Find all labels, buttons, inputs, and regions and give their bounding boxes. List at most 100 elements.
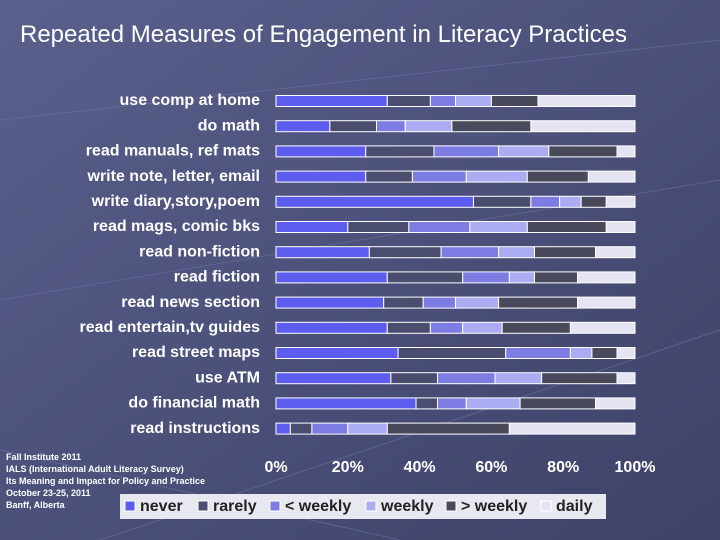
bar-segment: [275, 246, 370, 259]
legend-swatch: [269, 500, 281, 512]
category-label: read street maps: [132, 344, 260, 361]
bar-segment: [411, 170, 467, 183]
bar-segment: [455, 95, 492, 107]
bar-segment: [415, 397, 439, 410]
bar-segment: [616, 372, 636, 385]
bar-segment: [462, 271, 510, 284]
category-label: read non-fiction: [139, 243, 260, 260]
bar-segment: [526, 170, 589, 183]
bar-segment: [275, 145, 367, 158]
bar-segment: [289, 422, 313, 435]
bar-segment: [408, 221, 471, 233]
bar-segment: [537, 95, 636, 107]
legend-swatch: [540, 500, 552, 512]
legend-label: < weekly: [285, 498, 351, 515]
x-tick-label: 60%: [475, 459, 507, 476]
bar-segment: [526, 221, 607, 233]
bar-segment: [569, 347, 593, 359]
bar-segment: [595, 246, 636, 259]
category-label: read news section: [121, 294, 260, 311]
bar-segment: [595, 397, 636, 410]
legend-label: weekly: [380, 498, 434, 515]
bar-segment: [559, 195, 582, 208]
category-label: do financial math: [128, 395, 260, 412]
bar-segment: [616, 145, 636, 158]
legend-label: rarely: [213, 498, 257, 515]
bar-segment: [275, 347, 399, 359]
bar-segment: [365, 145, 435, 158]
bar-segment: [508, 271, 535, 284]
bar-segment: [498, 145, 550, 158]
note: October 23-25, 2011: [6, 488, 91, 498]
bar-segment: [533, 246, 597, 259]
bar-segment: [591, 347, 618, 359]
bar-segment: [347, 422, 388, 435]
bar-segment: [275, 397, 417, 410]
category-label: use comp at home: [120, 92, 261, 109]
bar-segment: [577, 296, 636, 309]
bar-segment: [605, 221, 636, 233]
bar-segment: [440, 246, 500, 259]
bar-segment: [501, 321, 571, 334]
bar-segment: [505, 347, 571, 359]
bar-segment: [383, 296, 424, 309]
legend-box: [120, 494, 606, 519]
legend-swatch: [445, 500, 457, 512]
bar-segment: [508, 422, 636, 435]
bar-segment: [275, 95, 388, 107]
category-label: use ATM: [195, 369, 260, 386]
category-label: read instructions: [130, 420, 260, 437]
bar-segment: [275, 170, 367, 183]
bar-segment: [386, 271, 464, 284]
bar-segment: [577, 271, 636, 284]
legend-label: daily: [556, 498, 593, 515]
bar-segment: [433, 145, 500, 158]
note: IALS (International Adult Literacy Surve…: [6, 464, 184, 474]
note: Banff, Alberta: [6, 500, 66, 510]
category-label: write diary,story,poem: [91, 193, 260, 210]
note: Fall Institute 2011: [6, 452, 81, 462]
bar-segment: [494, 372, 543, 385]
legend-label: > weekly: [461, 498, 527, 515]
x-tick-label: 100%: [615, 459, 656, 476]
category-label: write note, letter, email: [87, 168, 261, 185]
bar-segment: [386, 95, 431, 107]
bar-segment: [329, 120, 378, 133]
bar-segment: [455, 296, 500, 309]
bar-segment: [541, 372, 618, 385]
category-label: read manuals, ref mats: [86, 143, 260, 160]
bar-segment: [548, 145, 618, 158]
bar-segment: [275, 271, 388, 284]
bar-segment: [519, 397, 597, 410]
bar-segment: [605, 195, 636, 208]
bar-segment: [437, 372, 496, 385]
bar-segment: [437, 397, 467, 410]
bar-segment: [311, 422, 349, 435]
bar-segment: [465, 170, 528, 183]
bar-segment: [365, 170, 413, 183]
bar-segment: [397, 347, 507, 359]
bar-segment: [347, 221, 410, 233]
bar-segment: [368, 246, 442, 259]
bar-segment: [498, 246, 535, 259]
bar-segment: [465, 397, 521, 410]
bar-segment: [530, 120, 636, 133]
bar-segment: [451, 120, 532, 133]
bar-segment: [533, 271, 579, 284]
bar-segment: [429, 95, 456, 107]
x-tick-label: 40%: [404, 459, 436, 476]
category-label: read entertain,tv guides: [80, 319, 261, 336]
note: Its Meaning and Impact for Policy and Pr…: [6, 476, 205, 486]
bar-segment: [429, 321, 464, 334]
category-label: do math: [198, 117, 260, 134]
bar-segment: [530, 195, 561, 208]
x-tick-label: 0%: [264, 459, 287, 476]
bar-segment: [422, 296, 457, 309]
chart-title: Repeated Measures of Engagement in Liter…: [20, 21, 627, 48]
bar-segment: [587, 170, 636, 183]
bar-segment: [275, 422, 291, 435]
bar-segment: [275, 195, 474, 208]
bar-segment: [386, 422, 510, 435]
